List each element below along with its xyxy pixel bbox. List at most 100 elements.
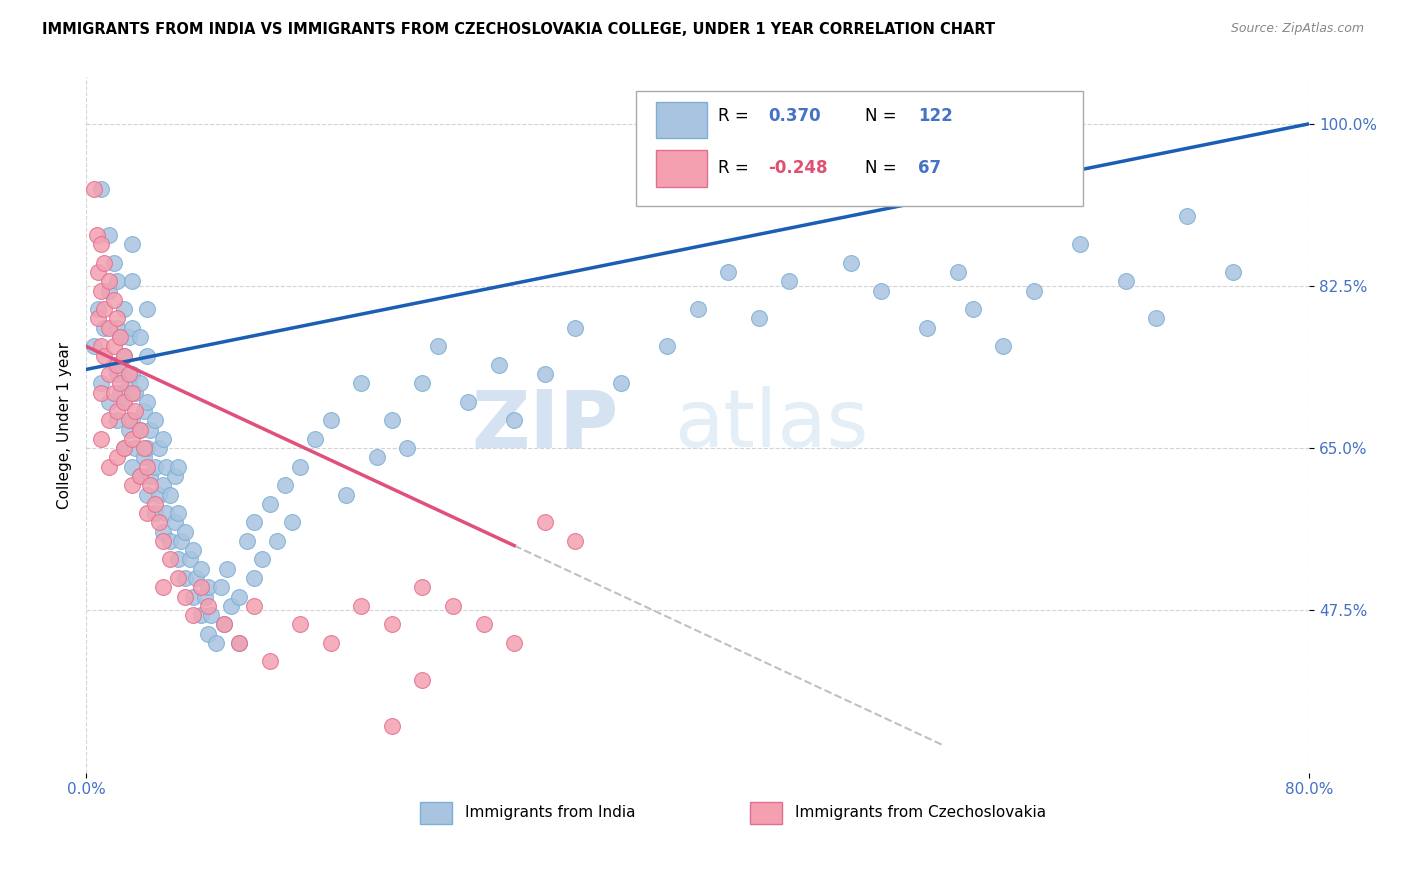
Point bbox=[112, 302, 135, 317]
Point bbox=[319, 413, 342, 427]
Point bbox=[105, 450, 128, 465]
Point bbox=[212, 617, 235, 632]
Point bbox=[655, 339, 678, 353]
Point bbox=[533, 516, 555, 530]
Point bbox=[90, 376, 112, 391]
Point bbox=[118, 330, 141, 344]
Point bbox=[118, 423, 141, 437]
Point bbox=[98, 320, 121, 334]
Point bbox=[381, 617, 404, 632]
Point bbox=[426, 339, 449, 353]
Point bbox=[181, 543, 204, 558]
Point bbox=[1144, 311, 1167, 326]
Point bbox=[748, 311, 770, 326]
Point bbox=[243, 516, 266, 530]
Point bbox=[228, 636, 250, 650]
Point bbox=[159, 552, 181, 566]
FancyBboxPatch shape bbox=[420, 802, 451, 824]
Point bbox=[90, 182, 112, 196]
Point bbox=[87, 311, 110, 326]
Point bbox=[1115, 274, 1137, 288]
Point bbox=[121, 459, 143, 474]
Point bbox=[105, 367, 128, 381]
Point bbox=[112, 441, 135, 455]
Point bbox=[136, 459, 159, 474]
Point bbox=[533, 367, 555, 381]
Point bbox=[396, 441, 419, 455]
Point bbox=[243, 571, 266, 585]
Point bbox=[181, 608, 204, 623]
Point bbox=[152, 580, 174, 594]
Text: ZIP: ZIP bbox=[471, 386, 619, 464]
Point bbox=[93, 256, 115, 270]
Point bbox=[335, 487, 357, 501]
Point bbox=[190, 580, 212, 594]
Point bbox=[105, 311, 128, 326]
Point bbox=[87, 302, 110, 317]
Point bbox=[124, 441, 146, 455]
Point bbox=[90, 237, 112, 252]
Point bbox=[209, 580, 232, 594]
Point bbox=[112, 395, 135, 409]
Point bbox=[121, 413, 143, 427]
Point bbox=[143, 413, 166, 427]
Point bbox=[108, 376, 131, 391]
Point bbox=[98, 284, 121, 298]
Point bbox=[243, 599, 266, 613]
Point bbox=[90, 432, 112, 446]
Point bbox=[205, 636, 228, 650]
Point bbox=[90, 284, 112, 298]
Point bbox=[152, 533, 174, 548]
Point bbox=[136, 395, 159, 409]
Point bbox=[152, 432, 174, 446]
Point bbox=[128, 469, 150, 483]
Point bbox=[411, 673, 433, 687]
Point bbox=[1222, 265, 1244, 279]
Point bbox=[118, 413, 141, 427]
FancyBboxPatch shape bbox=[751, 802, 782, 824]
Point bbox=[155, 459, 177, 474]
Text: N =: N = bbox=[865, 159, 903, 177]
Point bbox=[190, 562, 212, 576]
Point bbox=[221, 599, 243, 613]
Point bbox=[197, 580, 219, 594]
Point bbox=[136, 302, 159, 317]
Text: 122: 122 bbox=[918, 107, 952, 125]
Point bbox=[121, 385, 143, 400]
Point bbox=[86, 227, 108, 242]
Text: 67: 67 bbox=[918, 159, 941, 177]
Point bbox=[190, 608, 212, 623]
Point bbox=[134, 404, 156, 418]
Point bbox=[87, 265, 110, 279]
Point bbox=[304, 432, 326, 446]
Point bbox=[136, 441, 159, 455]
Point bbox=[139, 423, 162, 437]
Point bbox=[139, 478, 162, 492]
Point bbox=[174, 571, 197, 585]
Point bbox=[128, 423, 150, 437]
Point bbox=[139, 469, 162, 483]
Point bbox=[274, 478, 297, 492]
Point bbox=[155, 506, 177, 520]
Text: Immigrants from Czechoslovakia: Immigrants from Czechoslovakia bbox=[796, 805, 1046, 821]
Point bbox=[870, 284, 893, 298]
Point bbox=[839, 256, 862, 270]
Point bbox=[98, 413, 121, 427]
Point bbox=[105, 404, 128, 418]
Point bbox=[128, 330, 150, 344]
Point bbox=[215, 562, 238, 576]
Point bbox=[381, 413, 404, 427]
Point bbox=[93, 349, 115, 363]
Point bbox=[98, 227, 121, 242]
Text: -0.248: -0.248 bbox=[769, 159, 828, 177]
Text: Source: ZipAtlas.com: Source: ZipAtlas.com bbox=[1230, 22, 1364, 36]
Point bbox=[90, 339, 112, 353]
Point bbox=[121, 320, 143, 334]
Point bbox=[610, 376, 633, 391]
Text: IMMIGRANTS FROM INDIA VS IMMIGRANTS FROM CZECHOSLOVAKIA COLLEGE, UNDER 1 YEAR CO: IMMIGRANTS FROM INDIA VS IMMIGRANTS FROM… bbox=[42, 22, 995, 37]
Point bbox=[134, 441, 156, 455]
Point bbox=[946, 265, 969, 279]
Text: atlas: atlas bbox=[673, 386, 869, 464]
Point bbox=[112, 349, 135, 363]
Point bbox=[686, 302, 709, 317]
